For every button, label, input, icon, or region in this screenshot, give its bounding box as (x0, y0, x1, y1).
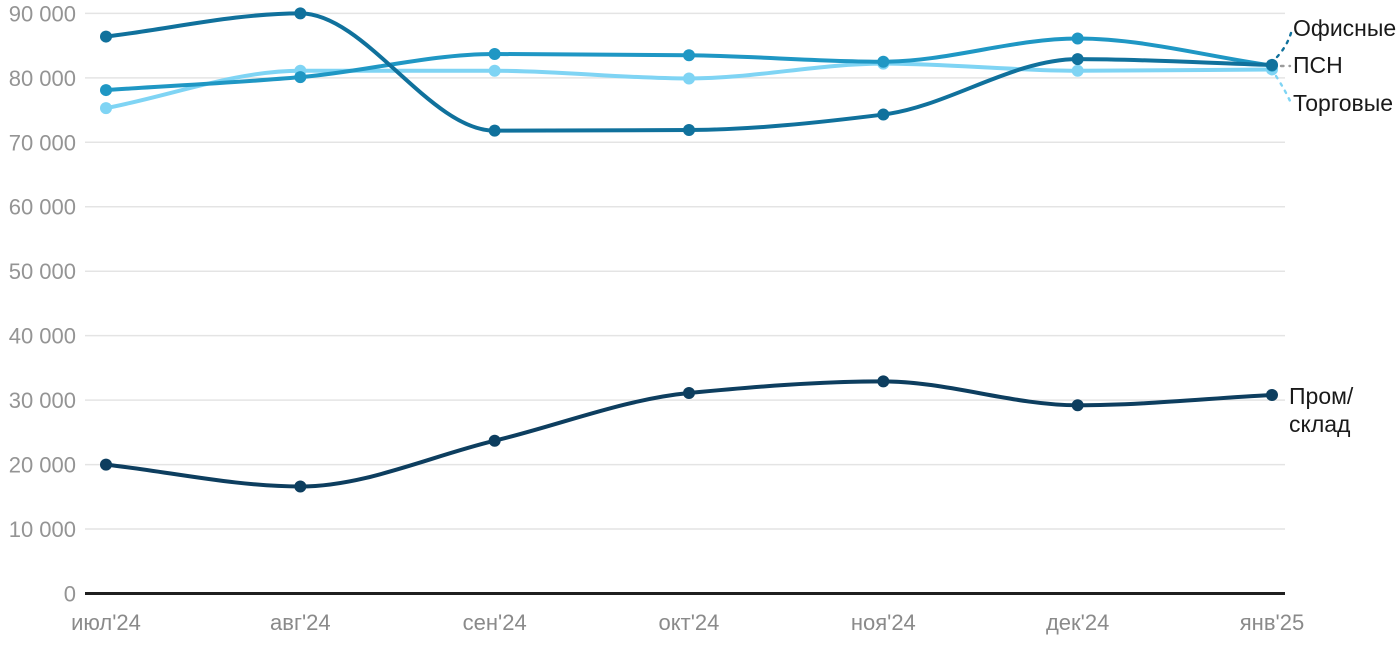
y-tick-label: 0 (64, 582, 76, 607)
series-dot-1 (100, 84, 112, 97)
leader-retail (1274, 74, 1292, 103)
series-dot-0 (877, 108, 890, 121)
series-dot-2 (682, 72, 695, 85)
y-tick-label: 90 000 (9, 1, 76, 26)
leader-offices (1275, 31, 1293, 59)
y-tick-label: 70 000 (9, 130, 76, 155)
series-dot-3 (488, 434, 501, 447)
legend-label-prom-sklad: Пром/ склад (1289, 382, 1353, 438)
x-tick-label: авг'24 (270, 610, 331, 635)
series-dot-2 (1071, 64, 1084, 77)
y-tick-label: 50 000 (9, 259, 76, 284)
series-dot-0 (1265, 58, 1278, 71)
series-dot-0 (1071, 53, 1084, 66)
series-dot-3 (682, 387, 695, 400)
y-tick-label: 60 000 (9, 195, 76, 220)
series-dot-3 (100, 458, 112, 471)
y-tick-label: 30 000 (9, 388, 76, 413)
x-tick-label: янв'25 (1240, 610, 1304, 635)
series-dot-0 (294, 7, 307, 20)
series-line-2 (104, 61, 1274, 111)
y-tick-label: 10 000 (9, 517, 76, 542)
series-dot-2 (100, 102, 112, 115)
legend-label-psn: ПСН (1293, 52, 1343, 78)
series-dot-3 (294, 480, 307, 493)
series-dot-0 (100, 30, 112, 43)
legend-label-prom-line2: склад (1289, 411, 1351, 437)
series-dot-1 (682, 49, 695, 62)
legend-label-retail: Торговые (1293, 90, 1394, 116)
x-tick-label: дек'24 (1046, 610, 1109, 635)
series-dot-1 (877, 55, 890, 68)
series-dot-0 (488, 124, 501, 137)
series-dot-2 (488, 64, 501, 77)
y-tick-label: 40 000 (9, 324, 76, 349)
series-dot-3 (877, 375, 890, 388)
series-dot-0 (682, 124, 695, 137)
x-tick-label: ноя'24 (851, 610, 916, 635)
legend-label-prom-line1: Пром/ (1289, 383, 1354, 409)
series-dot-3 (1265, 388, 1278, 401)
y-tick-label: 80 000 (9, 66, 76, 91)
y-tick-label: 20 000 (9, 453, 76, 478)
series-dot-1 (294, 71, 307, 84)
series-dot-1 (488, 47, 501, 60)
series-dot-1 (1071, 32, 1084, 45)
x-tick-label: июл'24 (71, 610, 141, 635)
series-dot-3 (1071, 399, 1084, 412)
x-tick-label: окт'24 (659, 610, 720, 635)
legend-label-offices: Офисные (1293, 15, 1397, 41)
x-tick-label: сен'24 (463, 610, 527, 635)
